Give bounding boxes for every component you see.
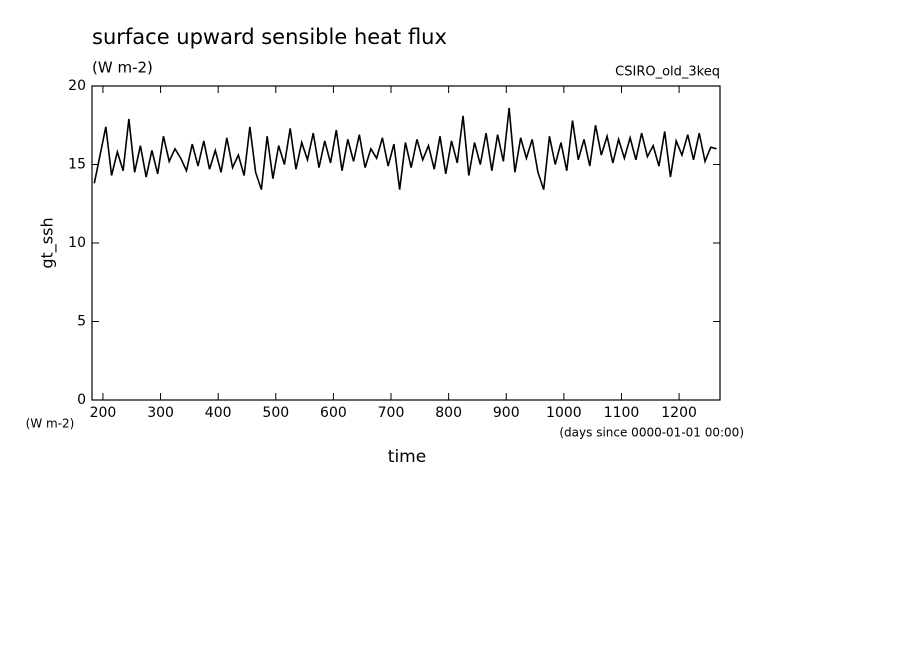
chart-title: surface upward sensible heat flux bbox=[92, 25, 447, 49]
x-tick-label: 1000 bbox=[546, 405, 582, 421]
y-axis-label: gt_ssh bbox=[38, 217, 58, 268]
x-tick-label: 400 bbox=[205, 405, 232, 421]
x-tick-label: 900 bbox=[493, 405, 520, 421]
x-tick-label: 600 bbox=[320, 405, 347, 421]
x-tick-label: 800 bbox=[435, 405, 462, 421]
x-tick-label: 300 bbox=[147, 405, 174, 421]
y-tick-label: 20 bbox=[68, 78, 86, 94]
subtitle: (W m-2) bbox=[92, 59, 153, 77]
x-tick-label: 1100 bbox=[604, 405, 640, 421]
x-tick-label: 500 bbox=[262, 405, 289, 421]
y-tick-label: 5 bbox=[77, 314, 86, 330]
annotation: CSIRO_old_3keq bbox=[615, 65, 720, 80]
y-tick-label: 10 bbox=[68, 235, 86, 251]
x-tick-label: 700 bbox=[378, 405, 405, 421]
x-tick-label: 200 bbox=[90, 405, 117, 421]
plot-frame bbox=[91, 85, 721, 401]
x-unit: (days since 0000-01-01 00:00) bbox=[559, 426, 744, 440]
y-unit: (W m-2) bbox=[26, 417, 75, 431]
y-tick-label: 15 bbox=[68, 157, 86, 173]
data-line bbox=[93, 107, 717, 190]
y-tick-label: 0 bbox=[77, 392, 86, 408]
x-axis-label: time bbox=[388, 447, 426, 467]
x-tick-label: 1200 bbox=[661, 405, 697, 421]
